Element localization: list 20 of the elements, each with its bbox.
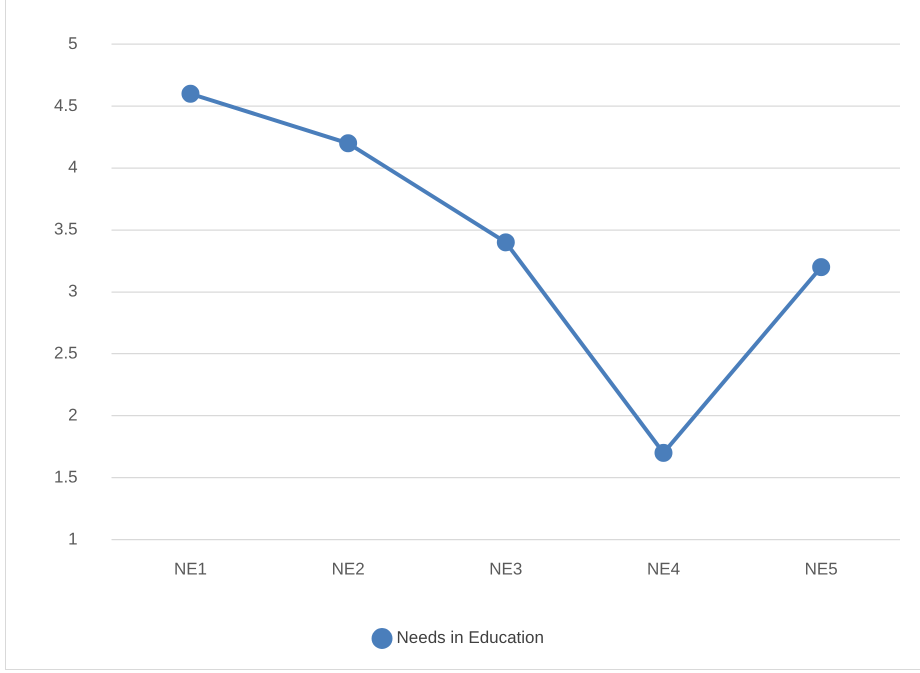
point <box>654 444 672 462</box>
y-tick-label: 4.5 <box>54 96 78 115</box>
legend-label: Needs in Education <box>396 628 544 648</box>
y-tick-label: 2 <box>68 405 78 424</box>
y-tick-label: 3.5 <box>54 220 78 239</box>
point <box>181 84 200 103</box>
y-tick-label: 1 <box>68 529 78 548</box>
point <box>812 258 830 276</box>
y-tick-label: 3 <box>68 282 78 301</box>
y-tick-label: 5 <box>68 34 78 53</box>
x-tick-label: NE3 <box>489 559 522 578</box>
point <box>496 233 515 252</box>
x-tick-label: NE5 <box>804 559 838 578</box>
point <box>339 134 358 152</box>
y-tick-label: 2.5 <box>54 344 78 363</box>
x-tick-label: NE2 <box>332 559 365 578</box>
x-tick-label: NE4 <box>646 559 680 578</box>
y-tick-label: 1.5 <box>54 467 78 486</box>
y-tick-label: 4 <box>68 158 78 177</box>
x-tick-label: NE1 <box>174 559 208 578</box>
